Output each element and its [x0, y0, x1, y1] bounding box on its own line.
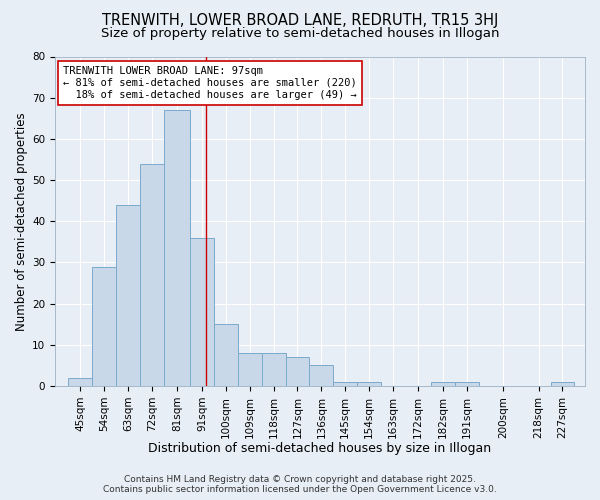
Bar: [551, 382, 574, 386]
Text: TRENWITH, LOWER BROAD LANE, REDRUTH, TR15 3HJ: TRENWITH, LOWER BROAD LANE, REDRUTH, TR1…: [102, 12, 498, 28]
Text: Size of property relative to semi-detached houses in Illogan: Size of property relative to semi-detach…: [101, 28, 499, 40]
Bar: [116, 205, 140, 386]
Bar: [164, 110, 190, 386]
Bar: [431, 382, 455, 386]
X-axis label: Distribution of semi-detached houses by size in Illogan: Distribution of semi-detached houses by …: [148, 442, 491, 455]
Bar: [286, 357, 310, 386]
Bar: [140, 164, 164, 386]
Bar: [92, 266, 116, 386]
Bar: [214, 324, 238, 386]
Y-axis label: Number of semi-detached properties: Number of semi-detached properties: [15, 112, 28, 330]
Bar: [262, 353, 286, 386]
Bar: [357, 382, 381, 386]
Bar: [455, 382, 479, 386]
Text: TRENWITH LOWER BROAD LANE: 97sqm
← 81% of semi-detached houses are smaller (220): TRENWITH LOWER BROAD LANE: 97sqm ← 81% o…: [63, 66, 357, 100]
Bar: [68, 378, 92, 386]
Bar: [310, 366, 333, 386]
Bar: [190, 238, 214, 386]
Bar: [333, 382, 357, 386]
Bar: [238, 353, 262, 386]
Text: Contains HM Land Registry data © Crown copyright and database right 2025.
Contai: Contains HM Land Registry data © Crown c…: [103, 474, 497, 494]
